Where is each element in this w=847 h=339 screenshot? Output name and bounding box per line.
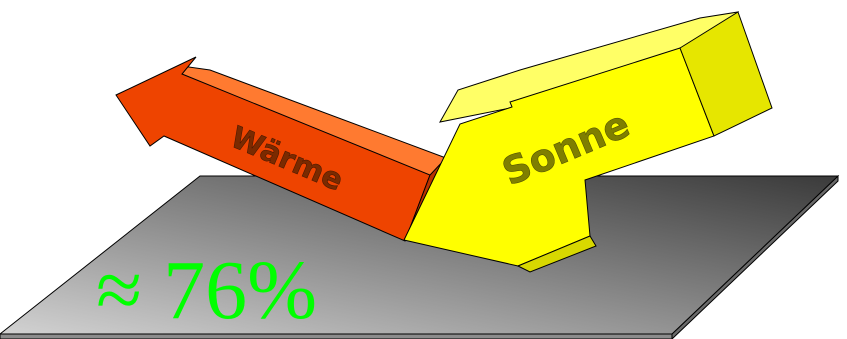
sun-arrow — [403, 11, 773, 273]
surface-top — [0, 175, 840, 335]
absorption-percentage: ≈ 76% — [96, 244, 317, 337]
absorbing-surface — [0, 174, 840, 339]
sun-arrow-side-face — [679, 11, 773, 137]
sun-arrow-head-side — [516, 235, 597, 273]
